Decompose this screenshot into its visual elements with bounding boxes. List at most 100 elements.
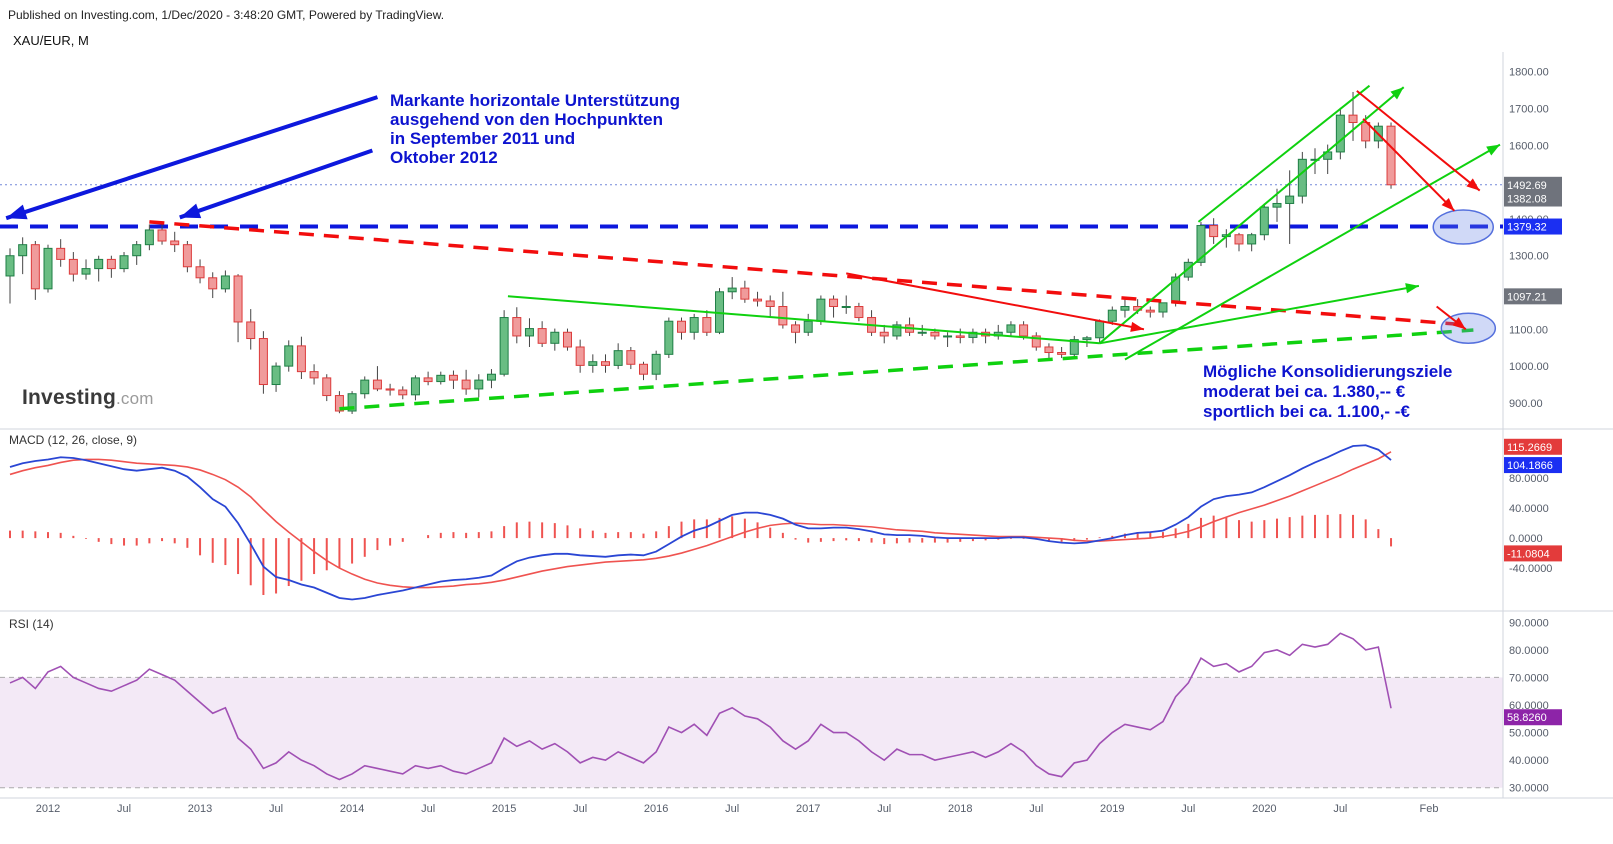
horizontal-level-lines[interactable] (0, 184, 1503, 229)
candle (1006, 324, 1016, 333)
candle (1082, 337, 1092, 341)
svg-text:1379.32: 1379.32 (1507, 222, 1547, 234)
macd-line (9, 444, 1392, 601)
target-ellipse-1380 (1432, 209, 1494, 245)
svg-text:2017: 2017 (796, 803, 820, 815)
support-annotation[interactable]: Markante horizontale Unterstützung ausge… (390, 91, 680, 167)
candle (1234, 234, 1244, 245)
rsi-indicator-label[interactable]: RSI (14) (9, 617, 54, 631)
price-badge: -11.0804 (1504, 545, 1562, 562)
candle (677, 320, 687, 333)
macd-pane[interactable] (9, 444, 1393, 601)
axis-badges: 1492.69 1382.08 1379.32 1097.21 115.2669 104.… (1504, 176, 1562, 726)
candle (309, 371, 319, 379)
candle (410, 377, 420, 396)
candle (1297, 158, 1307, 197)
svg-text:2019: 2019 (1100, 803, 1124, 815)
candle (1057, 352, 1067, 355)
candle (423, 377, 433, 383)
candle (765, 300, 775, 308)
candle (1209, 225, 1219, 238)
macd-indicator-label[interactable]: MACD (12, 26, close, 9) (9, 433, 138, 447)
candle (626, 350, 636, 365)
svg-text:Jul: Jul (1333, 803, 1347, 815)
candle (1348, 114, 1358, 124)
candle (778, 306, 788, 326)
candle (753, 298, 763, 302)
candle (334, 395, 344, 412)
pane-separators (0, 52, 1613, 799)
candle (917, 331, 927, 334)
svg-text:1382.08: 1382.08 (1507, 194, 1547, 206)
price-axis[interactable]: 1800.001700.001600.001400.001300.001200.… (1509, 67, 1552, 795)
candle (1386, 125, 1396, 186)
candle (955, 335, 965, 338)
logo-suffix: .com (115, 389, 154, 408)
candle (550, 331, 560, 344)
candle (385, 388, 395, 391)
svg-text:-11.0804: -11.0804 (1507, 548, 1550, 560)
candle (1019, 324, 1029, 337)
candle (1335, 114, 1345, 153)
candle (524, 328, 534, 337)
price-badge: 1492.69 (1504, 176, 1562, 193)
symbol-label: XAU/EUR, M (13, 33, 89, 48)
svg-text:1600.00: 1600.00 (1509, 140, 1549, 152)
candle (322, 377, 332, 397)
candle (664, 320, 674, 355)
green-projection-flat (1099, 284, 1420, 345)
chart-drawings[interactable] (5, 84, 1501, 411)
candle (157, 229, 167, 242)
candle (271, 365, 281, 386)
candle (208, 277, 218, 290)
svg-text:Jul: Jul (725, 803, 739, 815)
support-annotation-line: Markante horizontale Unterstützung (390, 91, 680, 110)
candle (436, 374, 446, 383)
candle (943, 335, 953, 338)
candle (512, 317, 522, 337)
svg-text:Jul: Jul (421, 803, 435, 815)
rsi-line (9, 632, 1392, 781)
svg-text:2018: 2018 (948, 803, 972, 815)
candle (829, 298, 839, 308)
candle (182, 244, 192, 268)
time-axis[interactable]: 2012 Jul 2013 Jul 2014 Jul 2015 Jul 2016 Jul 2017 J… (36, 803, 1439, 815)
candle (1145, 309, 1155, 313)
svg-text:50.0000: 50.0000 (1509, 728, 1549, 740)
svg-text:30.0000: 30.0000 (1509, 783, 1549, 795)
rsi-pane[interactable] (9, 632, 1392, 781)
svg-text:2012: 2012 (36, 803, 60, 815)
rsi-band (0, 676, 1503, 789)
red-channel-line-1 (1356, 90, 1481, 192)
svg-text:1100.00: 1100.00 (1509, 324, 1548, 336)
macd-signal-line (9, 451, 1392, 589)
price-badge: 1097.21 (1504, 288, 1562, 305)
svg-text:90.0000: 90.0000 (1509, 617, 1549, 629)
svg-text:1700.00: 1700.00 (1509, 104, 1549, 116)
targets-annotation[interactable]: Mögliche Konsolidierungsziele moderat be… (1203, 362, 1452, 422)
candle (803, 320, 813, 333)
candle (474, 379, 484, 390)
candlestick-series[interactable] (5, 91, 1396, 414)
candle (448, 374, 458, 381)
candle (689, 317, 699, 333)
support-annotation-line: Oktober 2012 (390, 148, 498, 167)
candle (1196, 225, 1206, 263)
svg-text:2014: 2014 (340, 803, 364, 815)
svg-text:2013: 2013 (188, 803, 212, 815)
svg-text:80.0000: 80.0000 (1509, 473, 1549, 485)
ascending-support-dashed (339, 328, 1474, 411)
logo-brand: Investing (22, 386, 116, 409)
candle (132, 244, 142, 257)
candle (94, 258, 104, 270)
price-badge: 1379.32 (1504, 218, 1562, 235)
svg-text:80.0000: 80.0000 (1509, 645, 1549, 657)
investing-logo: Investing.com (22, 386, 154, 410)
svg-text:Jul: Jul (1181, 803, 1195, 815)
svg-text:58.8260: 58.8260 (1507, 712, 1547, 724)
price-badge: 58.8260 (1504, 709, 1562, 726)
candle (296, 345, 306, 373)
svg-text:-40.0000: -40.0000 (1509, 563, 1552, 575)
